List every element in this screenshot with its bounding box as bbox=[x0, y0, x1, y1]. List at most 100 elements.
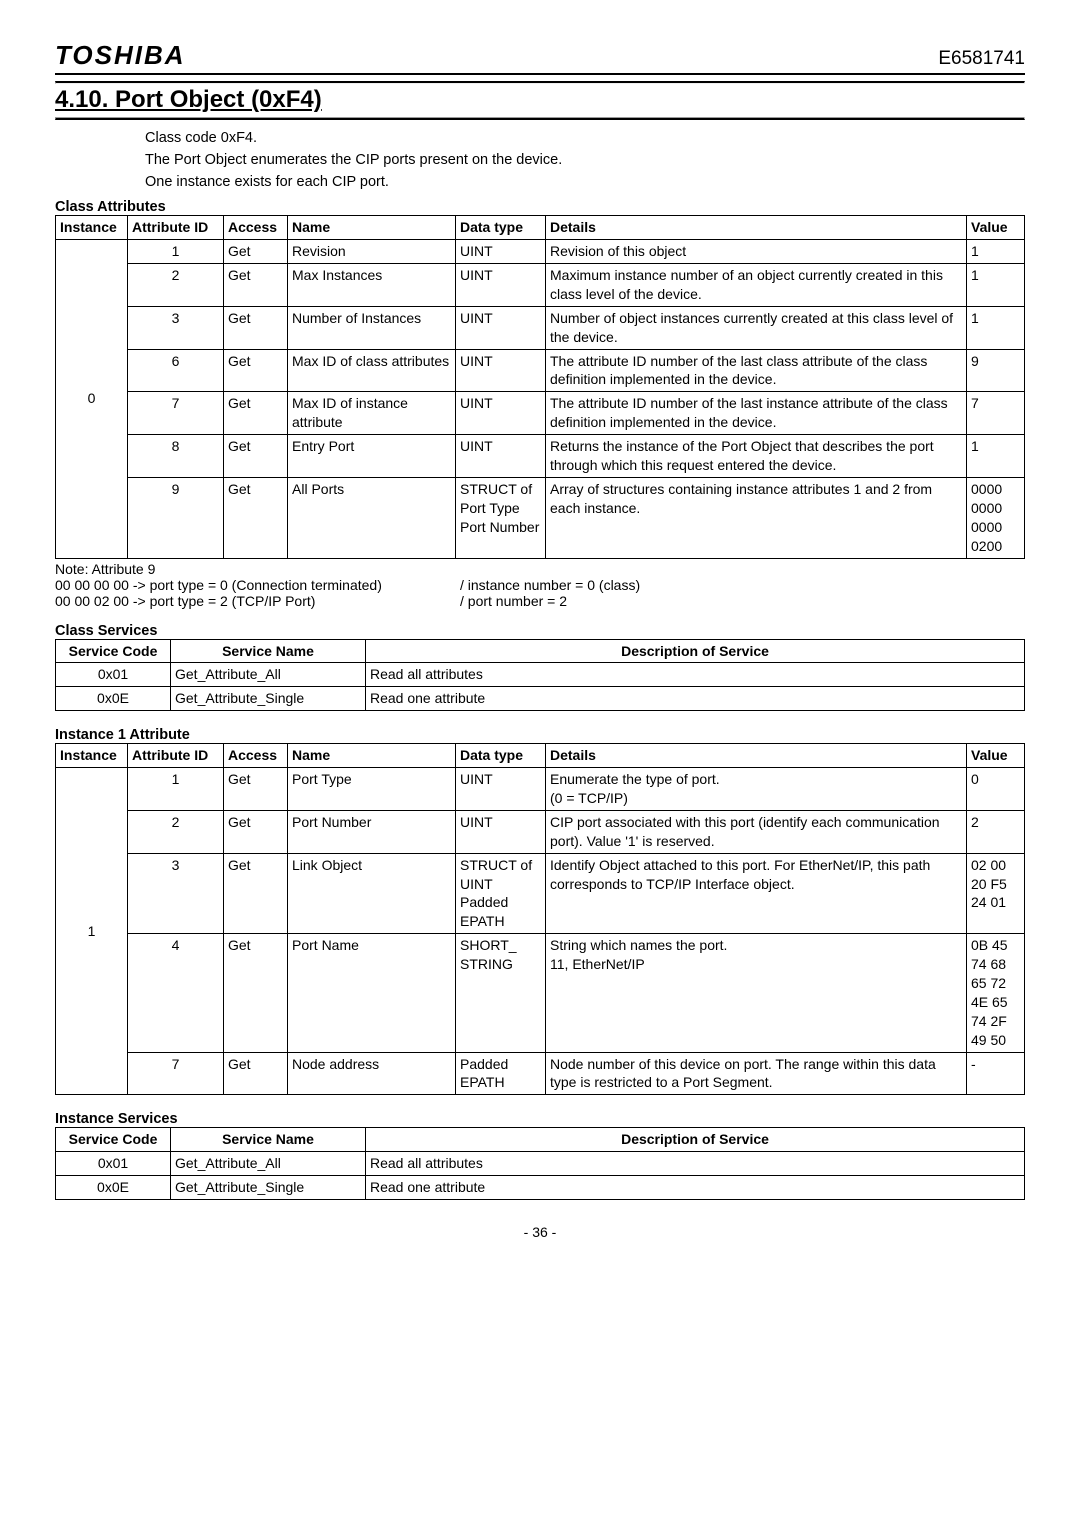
name-cell: Link Object bbox=[288, 853, 456, 934]
instance-1-attribute-heading: Instance 1 Attribute bbox=[55, 727, 1025, 743]
value-cell: 2 bbox=[967, 810, 1025, 853]
class-attributes-heading: Class Attributes bbox=[55, 199, 1025, 215]
section-title: 4.10. Port Object (0xF4) bbox=[55, 84, 1025, 117]
value-cell: 0 bbox=[967, 768, 1025, 811]
col-name: Name bbox=[288, 744, 456, 768]
value-cell: 7 bbox=[967, 392, 1025, 435]
table-header-row: Instance Attribute ID Access Name Data t… bbox=[56, 744, 1025, 768]
col-svc-desc: Description of Service bbox=[366, 639, 1025, 663]
access-cell: Get bbox=[224, 435, 288, 478]
details-cell: Enumerate the type of port.(0 = TCP/IP) bbox=[546, 768, 967, 811]
name-cell: Port Number bbox=[288, 810, 456, 853]
table-row: 3GetLink ObjectSTRUCT ofUINTPadded EPATH… bbox=[56, 853, 1025, 934]
name-cell: Max Instances bbox=[288, 264, 456, 307]
col-attrid: Attribute ID bbox=[128, 744, 224, 768]
table-row: 4GetPort NameSHORT_STRINGString which na… bbox=[56, 934, 1025, 1052]
value-cell: 02 00 20 F5 24 01 bbox=[967, 853, 1025, 934]
details-cell: Array of structures containing instance … bbox=[546, 477, 967, 558]
col-details: Details bbox=[546, 216, 967, 240]
col-value: Value bbox=[967, 744, 1025, 768]
svc-desc-cell: Read one attribute bbox=[366, 687, 1025, 711]
col-svc-code: Service Code bbox=[56, 639, 171, 663]
col-dtype: Data type bbox=[456, 744, 546, 768]
note-cell: 00 00 02 00 -> port type = 2 (TCP/IP Por… bbox=[55, 593, 460, 609]
access-cell: Get bbox=[224, 349, 288, 392]
attrid-cell: 2 bbox=[128, 264, 224, 307]
svc-name-cell: Get_Attribute_All bbox=[171, 663, 366, 687]
col-dtype: Data type bbox=[456, 216, 546, 240]
attrid-cell: 7 bbox=[128, 392, 224, 435]
access-cell: Get bbox=[224, 392, 288, 435]
svc-code-cell: 0x0E bbox=[56, 687, 171, 711]
access-cell: Get bbox=[224, 240, 288, 264]
attribute-9-note-body: 00 00 00 00 -> port type = 0 (Connection… bbox=[55, 577, 1025, 609]
details-cell: Revision of this object bbox=[546, 240, 967, 264]
table-row: 0x01Get_Attribute_AllRead all attributes bbox=[56, 663, 1025, 687]
attrid-cell: 3 bbox=[128, 853, 224, 934]
instance-services-heading: Instance Services bbox=[55, 1111, 1025, 1127]
svc-name-cell: Get_Attribute_All bbox=[171, 1152, 366, 1176]
col-access: Access bbox=[224, 744, 288, 768]
attrid-cell: 1 bbox=[128, 768, 224, 811]
name-cell: All Ports bbox=[288, 477, 456, 558]
value-cell: 1 bbox=[967, 240, 1025, 264]
col-attrid: Attribute ID bbox=[128, 216, 224, 240]
col-svc-code: Service Code bbox=[56, 1128, 171, 1152]
name-cell: Revision bbox=[288, 240, 456, 264]
note-cell: / port number = 2 bbox=[460, 593, 1025, 609]
access-cell: Get bbox=[224, 1052, 288, 1095]
attrid-cell: 8 bbox=[128, 435, 224, 478]
table-row: 0x01Get_Attribute_AllRead all attributes bbox=[56, 1152, 1025, 1176]
table-row: 01GetRevisionUINTRevision of this object… bbox=[56, 240, 1025, 264]
access-cell: Get bbox=[224, 934, 288, 1052]
access-cell: Get bbox=[224, 768, 288, 811]
dtype-cell: UINT bbox=[456, 768, 546, 811]
name-cell: Node address bbox=[288, 1052, 456, 1095]
table-row: 6GetMax ID of class attributesUINTThe at… bbox=[56, 349, 1025, 392]
col-svc-name: Service Name bbox=[171, 1128, 366, 1152]
instance-cell: 0 bbox=[56, 240, 128, 558]
name-cell: Entry Port bbox=[288, 435, 456, 478]
table-header-row: Service Code Service Name Description of… bbox=[56, 639, 1025, 663]
intro-line: The Port Object enumerates the CIP ports… bbox=[145, 150, 1025, 172]
table-row: 11GetPort TypeUINTEnumerate the type of … bbox=[56, 768, 1025, 811]
attrid-cell: 9 bbox=[128, 477, 224, 558]
svc-code-cell: 0x0E bbox=[56, 1176, 171, 1200]
class-attributes-table: Instance Attribute ID Access Name Data t… bbox=[55, 215, 1025, 558]
col-access: Access bbox=[224, 216, 288, 240]
attrid-cell: 3 bbox=[128, 306, 224, 349]
class-services-table: Service Code Service Name Description of… bbox=[55, 639, 1025, 712]
attribute-9-note-head: Note: Attribute 9 bbox=[55, 561, 1025, 577]
access-cell: Get bbox=[224, 853, 288, 934]
dtype-cell: UINT bbox=[456, 264, 546, 307]
col-value: Value bbox=[967, 216, 1025, 240]
access-cell: Get bbox=[224, 810, 288, 853]
dtype-cell: UINT bbox=[456, 306, 546, 349]
value-cell: 0000 0000 0000 0200 bbox=[967, 477, 1025, 558]
details-cell: The attribute ID number of the last inst… bbox=[546, 392, 967, 435]
intro-line: One instance exists for each CIP port. bbox=[145, 172, 1025, 194]
attrid-cell: 2 bbox=[128, 810, 224, 853]
instance-cell: 1 bbox=[56, 768, 128, 1095]
details-cell: Maximum instance number of an object cur… bbox=[546, 264, 967, 307]
table-header-row: Service Code Service Name Description of… bbox=[56, 1128, 1025, 1152]
value-cell: 9 bbox=[967, 349, 1025, 392]
svc-name-cell: Get_Attribute_Single bbox=[171, 1176, 366, 1200]
details-cell: The attribute ID number of the last clas… bbox=[546, 349, 967, 392]
name-cell: Port Type bbox=[288, 768, 456, 811]
instance-services-table: Service Code Service Name Description of… bbox=[55, 1127, 1025, 1200]
table-row: 9GetAll PortsSTRUCT ofPort TypePort Numb… bbox=[56, 477, 1025, 558]
dtype-cell: UINT bbox=[456, 240, 546, 264]
dtype-cell: STRUCT ofPort TypePort Number bbox=[456, 477, 546, 558]
note-cell: 00 00 00 00 -> port type = 0 (Connection… bbox=[55, 577, 460, 593]
value-cell: 0B 45 74 68 65 72 4E 65 74 2F 49 50 bbox=[967, 934, 1025, 1052]
access-cell: Get bbox=[224, 477, 288, 558]
value-cell: 1 bbox=[967, 435, 1025, 478]
class-services-heading: Class Services bbox=[55, 623, 1025, 639]
details-cell: CIP port associated with this port (iden… bbox=[546, 810, 967, 853]
details-cell: Node number of this device on port. The … bbox=[546, 1052, 967, 1095]
attrid-cell: 4 bbox=[128, 934, 224, 1052]
name-cell: Number of Instances bbox=[288, 306, 456, 349]
table-row: 3GetNumber of InstancesUINTNumber of obj… bbox=[56, 306, 1025, 349]
value-cell: 1 bbox=[967, 264, 1025, 307]
